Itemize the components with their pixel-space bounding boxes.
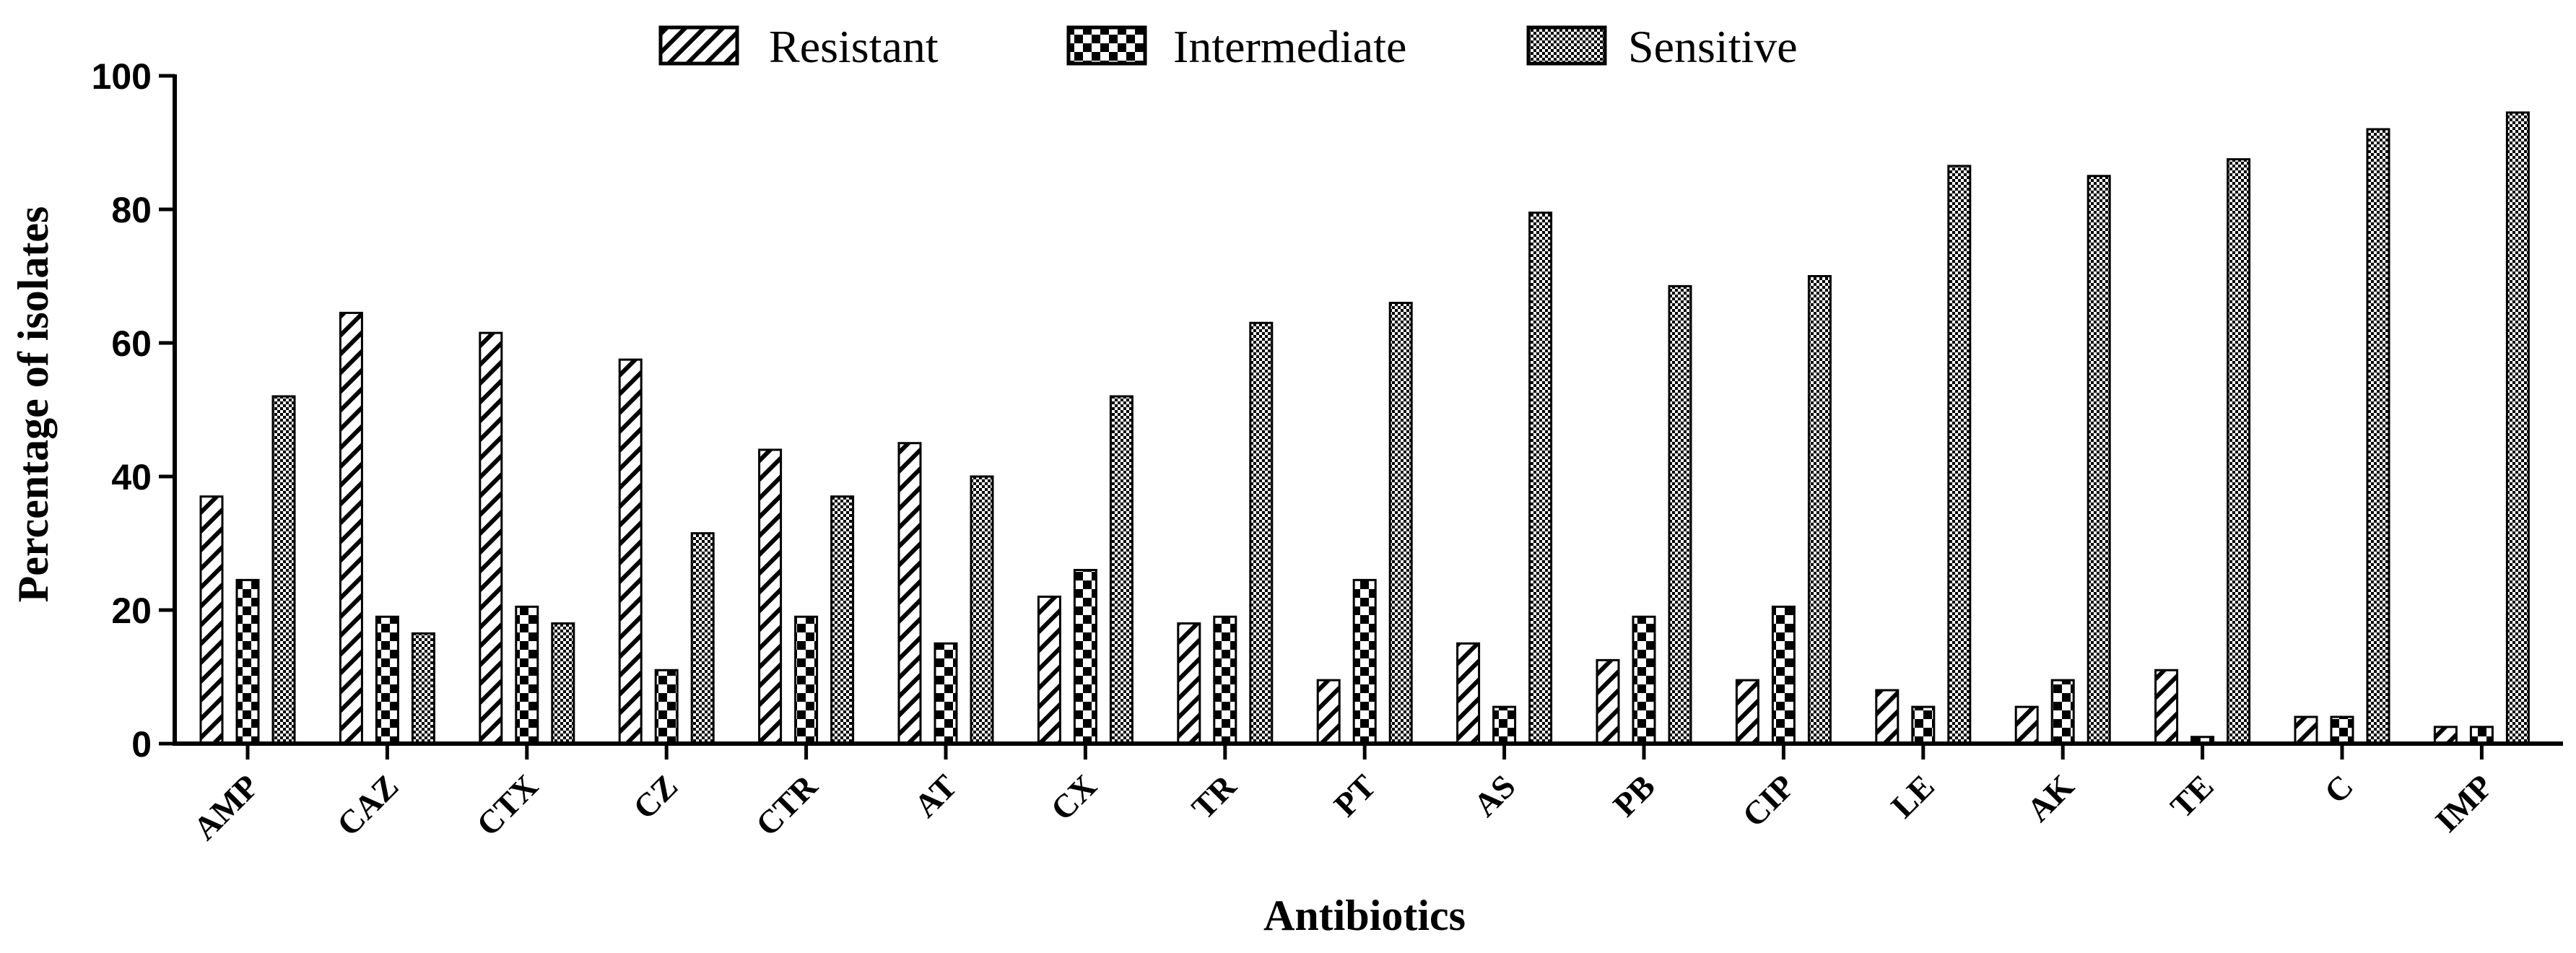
bar-sensitive-as [1528, 212, 1553, 745]
x-tick-label: IMP [2428, 767, 2499, 839]
x-tick-label: AMP [186, 767, 266, 847]
bar-sensitive-cx [1109, 395, 1133, 745]
legend: Resistant Intermediate Sensitive [658, 21, 1798, 72]
bar-intermediate-amp [235, 578, 260, 745]
bar-intermediate-imp [2469, 726, 2494, 745]
bar-sensitive-ctr [830, 495, 855, 745]
x-tick-label: PT [1327, 767, 1383, 824]
legend-label-intermediate: Intermediate [1173, 21, 1406, 72]
x-tick-label: CX [1043, 767, 1103, 827]
y-axis-title: Percentage of isolates [9, 206, 57, 603]
bar-intermediate-c [2330, 715, 2354, 745]
x-axis-title: Antibiotics [1263, 892, 1466, 939]
x-tick-label: AS [1466, 767, 1523, 824]
bar-resistant-ctr [758, 448, 783, 745]
bar-sensitive-ak [2087, 175, 2111, 745]
bar-resistant-cx [1037, 596, 1061, 745]
x-tick-label: C [2318, 767, 2361, 811]
bar-resistant-imp [2433, 726, 2458, 745]
bar-sensitive-le [1947, 165, 1972, 745]
legend-item-intermediate: Intermediate [1066, 21, 1406, 72]
y-tick-label: 80 [111, 190, 152, 230]
x-tick-label: TE [2163, 767, 2220, 824]
bar-resistant-pt [1316, 679, 1341, 745]
bar-sensitive-te [2227, 158, 2251, 745]
x-axis-ticks: AMP CAZ CTX CZ CTR AT CX TR PT AS PB CIP… [186, 767, 2500, 847]
bar-sensitive-amp [271, 395, 296, 745]
x-tick-label: CTR [749, 767, 824, 843]
x-tick-label: PB [1606, 767, 1662, 824]
legend-swatch-resistant [658, 25, 739, 66]
y-tick-label: 40 [111, 457, 152, 497]
bar-intermediate-at [934, 642, 958, 745]
bar-sensitive-pt [1388, 302, 1413, 745]
bar-intermediate-caz [375, 615, 399, 745]
bar-resistant-pb [1596, 658, 1620, 745]
legend-item-resistant: Resistant [658, 21, 939, 72]
bar-resistant-ctx [479, 331, 503, 745]
legend-label-resistant: Resistant [769, 21, 939, 72]
bars [199, 111, 2530, 745]
bar-intermediate-cz [654, 669, 679, 745]
bar-intermediate-tr [1213, 615, 1237, 745]
bar-sensitive-ctx [551, 622, 575, 745]
bar-sensitive-cz [690, 532, 715, 745]
bar-intermediate-ak [2050, 679, 2075, 745]
bar-resistant-c [2294, 715, 2318, 745]
bar-sensitive-imp [2505, 111, 2530, 745]
bar-sensitive-cip [1807, 275, 1832, 745]
bar-intermediate-cip [1771, 605, 1796, 745]
bar-resistant-ak [2014, 705, 2039, 745]
bar-sensitive-tr [1249, 321, 1274, 745]
axes [159, 74, 2563, 760]
x-tick-label: CZ [626, 767, 684, 826]
bar-resistant-amp [199, 495, 224, 745]
bar-resistant-tr [1177, 622, 1201, 745]
bar-sensitive-at [970, 475, 994, 745]
bar-sensitive-caz [411, 632, 435, 745]
x-tick-label: CAZ [330, 767, 406, 843]
y-tick-label: 0 [131, 724, 152, 765]
y-tick-label: 100 [92, 56, 152, 97]
bar-resistant-le [1875, 689, 1900, 745]
y-tick-label: 20 [111, 591, 152, 631]
bar-intermediate-cx [1073, 569, 1097, 745]
bar-resistant-cz [618, 358, 643, 745]
bar-intermediate-le [1911, 705, 1936, 745]
bar-resistant-cip [1735, 679, 1759, 745]
legend-item-sensitive: Sensitive [1526, 21, 1798, 72]
bar-intermediate-ctx [515, 605, 539, 745]
x-tick-label: CIP [1735, 767, 1801, 834]
x-tick-label: TR [1185, 767, 1244, 826]
y-tick-label: 60 [111, 323, 152, 364]
bar-intermediate-pt [1352, 578, 1377, 745]
legend-swatch-intermediate [1066, 25, 1147, 66]
y-axis-ticks: 0 20 40 60 80 100 [92, 56, 152, 765]
x-tick-label: LE [1884, 767, 1941, 824]
bar-resistant-caz [339, 311, 363, 745]
bar-sensitive-c [2366, 128, 2390, 745]
x-tick-label: AK [2019, 767, 2081, 829]
bar-resistant-te [2154, 669, 2179, 745]
bar-intermediate-as [1492, 705, 1517, 745]
legend-swatch-sensitive [1526, 25, 1607, 66]
bar-intermediate-ctr [794, 615, 819, 745]
bar-intermediate-pb [1632, 615, 1656, 745]
x-tick-label: AT [907, 767, 964, 824]
bar-resistant-as [1456, 642, 1481, 745]
bar-resistant-at [897, 442, 922, 745]
legend-label-sensitive: Sensitive [1628, 21, 1798, 72]
x-tick-label: CTX [469, 767, 545, 843]
bar-sensitive-pb [1668, 284, 1692, 745]
